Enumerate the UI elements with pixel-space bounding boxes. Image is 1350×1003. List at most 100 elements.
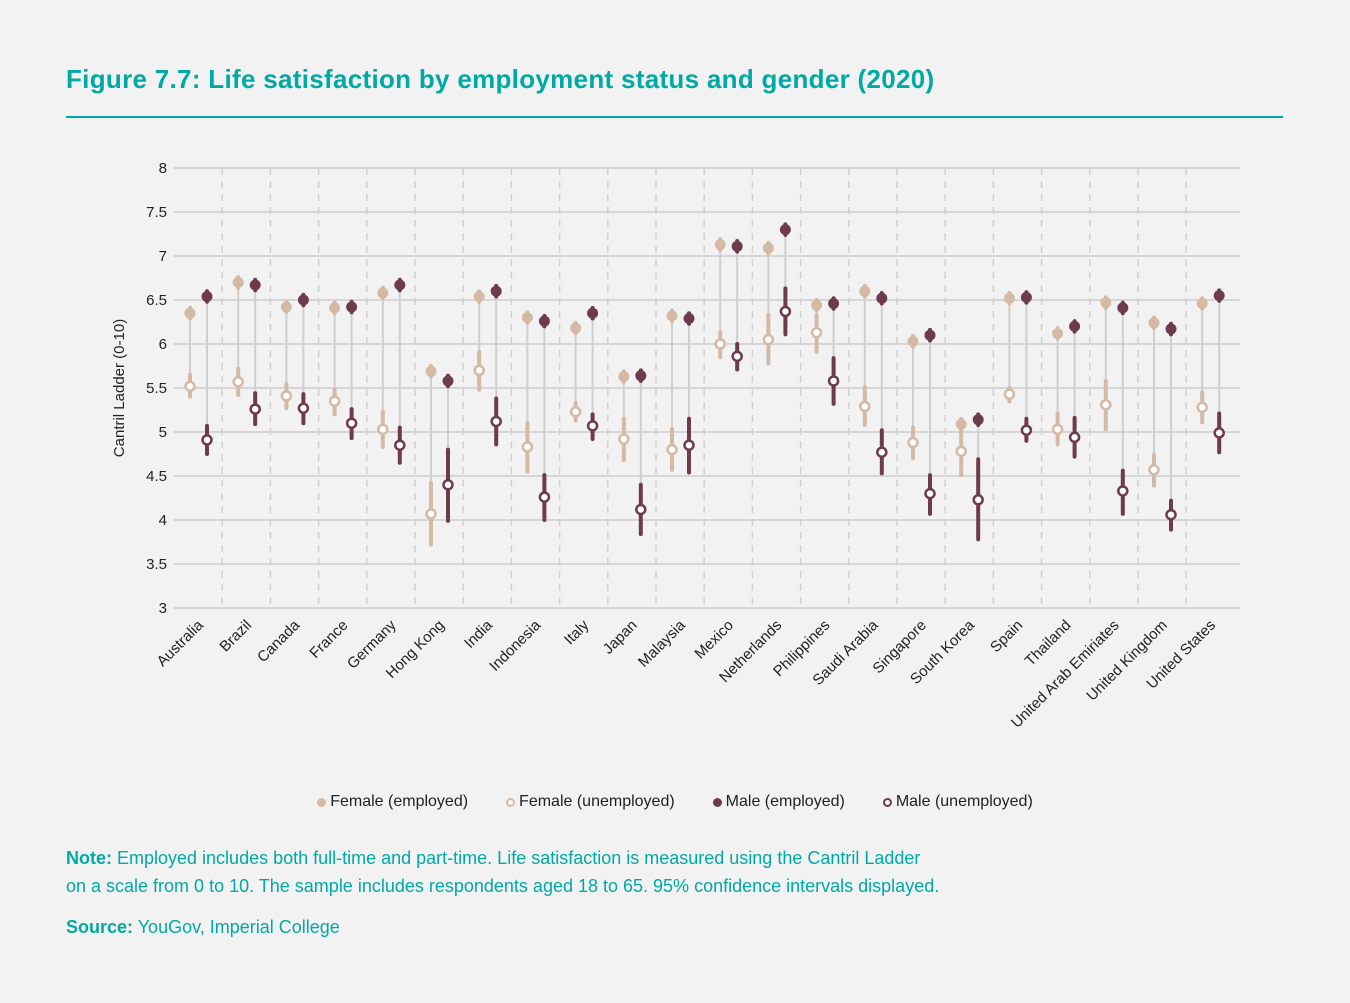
male-unemployed-point (1213, 427, 1225, 439)
male-unemployed-point (394, 439, 406, 451)
male-unemployed-point (827, 375, 840, 387)
male-employed-point (394, 279, 406, 291)
male-employed-point (876, 292, 888, 304)
male-unemployed-point (442, 479, 454, 491)
female-employed-point (521, 312, 533, 324)
female-unemployed-point (184, 380, 196, 392)
note-text-1: Employed includes both full-time and par… (112, 848, 921, 868)
male-unemployed-point (490, 415, 502, 428)
female-unemployed-point (907, 436, 919, 449)
x-tick-label: Japan (600, 617, 641, 658)
female-employed-point (1196, 298, 1208, 310)
female-employed-point (859, 285, 871, 297)
y-tick-label: 5.5 (146, 380, 167, 397)
legend-label: Female (unemployed) (519, 793, 675, 810)
male-unemployed-point (1117, 485, 1129, 497)
legend-marker (317, 797, 327, 807)
female-unemployed-point (473, 364, 485, 377)
female-unemployed-point (521, 441, 534, 453)
legend-marker (712, 797, 722, 807)
y-tick-label: 3.5 (146, 556, 167, 573)
female-employed-point (907, 335, 919, 347)
y-tick-label: 7 (159, 248, 167, 265)
male-unemployed-point (683, 439, 695, 451)
source-label: Source: (66, 917, 134, 937)
male-unemployed-point (972, 494, 984, 506)
y-tick-label: 6 (159, 336, 167, 353)
y-tick-label: 8 (159, 160, 167, 177)
female-employed-point (1148, 317, 1160, 329)
female-employed-point (1100, 297, 1112, 309)
legend-label: Female (employed) (330, 793, 469, 810)
male-employed-point (635, 370, 647, 382)
male-unemployed-point (297, 402, 310, 414)
male-employed-point (924, 329, 936, 341)
legend-item-female-unemployed: Female (unemployed) (506, 793, 675, 811)
legend-marker (882, 797, 892, 807)
y-tick-label: 4.5 (146, 468, 167, 485)
note-label: Note: (66, 848, 112, 868)
male-employed-point (201, 290, 213, 302)
female-employed-point (473, 290, 485, 302)
female-unemployed-point (377, 423, 389, 436)
female-unemployed-point (425, 508, 437, 520)
female-unemployed-point (1003, 388, 1016, 400)
male-unemployed-point (779, 305, 792, 318)
source: Source: YouGov, Imperial College (66, 913, 340, 941)
male-unemployed-point (1068, 431, 1081, 444)
x-tick-label: Canada (254, 616, 304, 666)
male-unemployed-point (201, 434, 213, 446)
female-unemployed-point (1100, 398, 1112, 411)
legend-marker (506, 797, 516, 807)
female-unemployed-point (569, 406, 582, 418)
figure-title: Figure 7.7: Life satisfaction by employm… (66, 64, 935, 94)
female-unemployed-point (280, 390, 293, 402)
legend-item-male-unemployed: Male (unemployed) (882, 793, 1033, 811)
female-employed-point (762, 242, 774, 254)
female-employed-point (811, 299, 823, 311)
x-tick-label: France (306, 617, 351, 662)
source-text: YouGov, Imperial College (133, 917, 340, 937)
female-employed-point (1052, 327, 1064, 339)
female-employed-point (714, 239, 726, 251)
x-tick-label: Malaysia (635, 616, 689, 670)
y-tick-label: 3 (159, 600, 167, 617)
x-tick-label: Italy (561, 616, 593, 648)
y-tick-label: 4 (159, 512, 167, 529)
female-unemployed-point (328, 395, 341, 407)
x-tick-label: Brazil (216, 617, 255, 656)
female-unemployed-point (1051, 423, 1064, 436)
female-unemployed-point (232, 376, 244, 388)
male-unemployed-point (876, 446, 888, 458)
female-employed-point (232, 276, 244, 288)
note: Note: Employed includes both full-time a… (66, 844, 939, 900)
female-employed-point (666, 310, 678, 322)
female-unemployed-point (762, 333, 775, 346)
female-employed-point (570, 322, 582, 334)
male-unemployed-point (635, 503, 647, 516)
male-employed-point (490, 285, 502, 297)
female-unemployed-point (1196, 401, 1208, 414)
female-employed-point (618, 371, 630, 383)
female-unemployed-point (1148, 464, 1160, 476)
y-axis-label: Cantril Ladder (0-10) (111, 319, 128, 457)
male-unemployed-point (731, 350, 743, 363)
female-employed-point (425, 365, 437, 377)
x-tick-label: Spain (987, 617, 1026, 656)
y-tick-label: 6.5 (146, 292, 167, 309)
male-unemployed-point (538, 491, 551, 503)
x-tick-label: Australia (154, 616, 208, 670)
male-employed-point (1213, 290, 1225, 302)
female-employed-point (329, 302, 341, 314)
x-tick-label: Mexico (691, 617, 737, 663)
male-employed-point (249, 279, 261, 291)
y-tick-label: 7.5 (146, 204, 167, 221)
male-employed-point (587, 307, 599, 319)
male-employed-point (779, 224, 791, 236)
male-employed-point (297, 294, 309, 306)
legend-label: Male (employed) (725, 793, 845, 810)
male-employed-point (828, 298, 840, 310)
legend: Female (employed) Female (unemployed) Ma… (0, 793, 1350, 811)
y-tick-label: 5 (159, 424, 167, 441)
